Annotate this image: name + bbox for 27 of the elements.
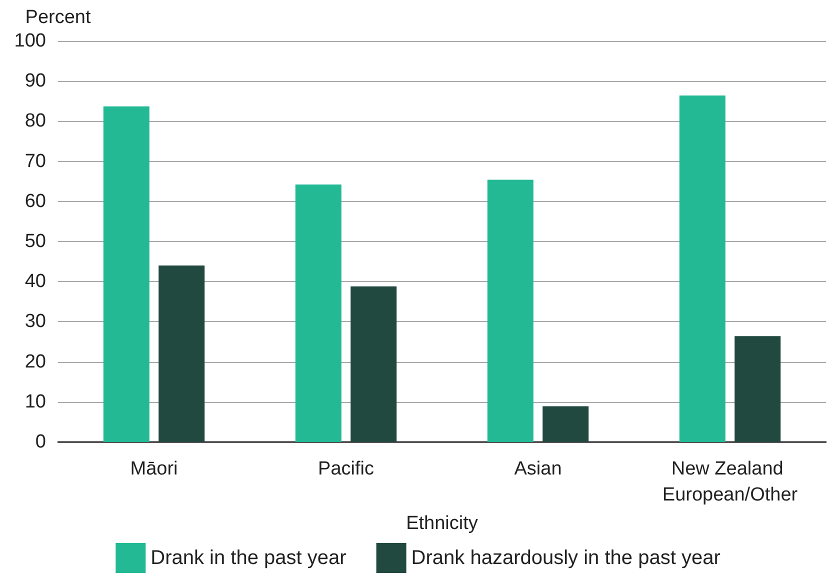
bar xyxy=(487,180,534,442)
y-axis-title: Percent xyxy=(25,7,92,28)
bar xyxy=(295,184,342,442)
y-tick-label: 90 xyxy=(24,70,46,92)
y-tick-label: 80 xyxy=(24,110,46,132)
legend-label: Drank hazardously in the past year xyxy=(411,547,721,569)
legend-label: Drank in the past year xyxy=(150,547,347,569)
bar xyxy=(350,286,397,442)
bar xyxy=(734,336,781,442)
x-tick-label: New Zealand European/Other xyxy=(662,458,798,506)
bar xyxy=(158,266,205,442)
y-tick-label: 70 xyxy=(24,150,46,172)
x-tick-label: Asian xyxy=(514,458,562,480)
y-tick-label: 0 xyxy=(35,432,46,452)
x-tick-label: Māori xyxy=(130,458,178,480)
bar xyxy=(103,106,150,442)
y-tick-label: 60 xyxy=(24,190,46,212)
x-tick-label: Pacific xyxy=(318,458,374,480)
bar xyxy=(542,406,589,442)
y-tick-label: 10 xyxy=(24,391,46,412)
y-tick-label: 100 xyxy=(14,30,46,52)
y-tick-label: 50 xyxy=(24,231,46,252)
x-axis-title: Ethnicity xyxy=(406,513,478,534)
y-tick-label: 20 xyxy=(24,351,46,372)
bar xyxy=(679,96,726,442)
y-tick-label: 30 xyxy=(24,311,46,332)
y-tick-label: 40 xyxy=(24,271,46,292)
